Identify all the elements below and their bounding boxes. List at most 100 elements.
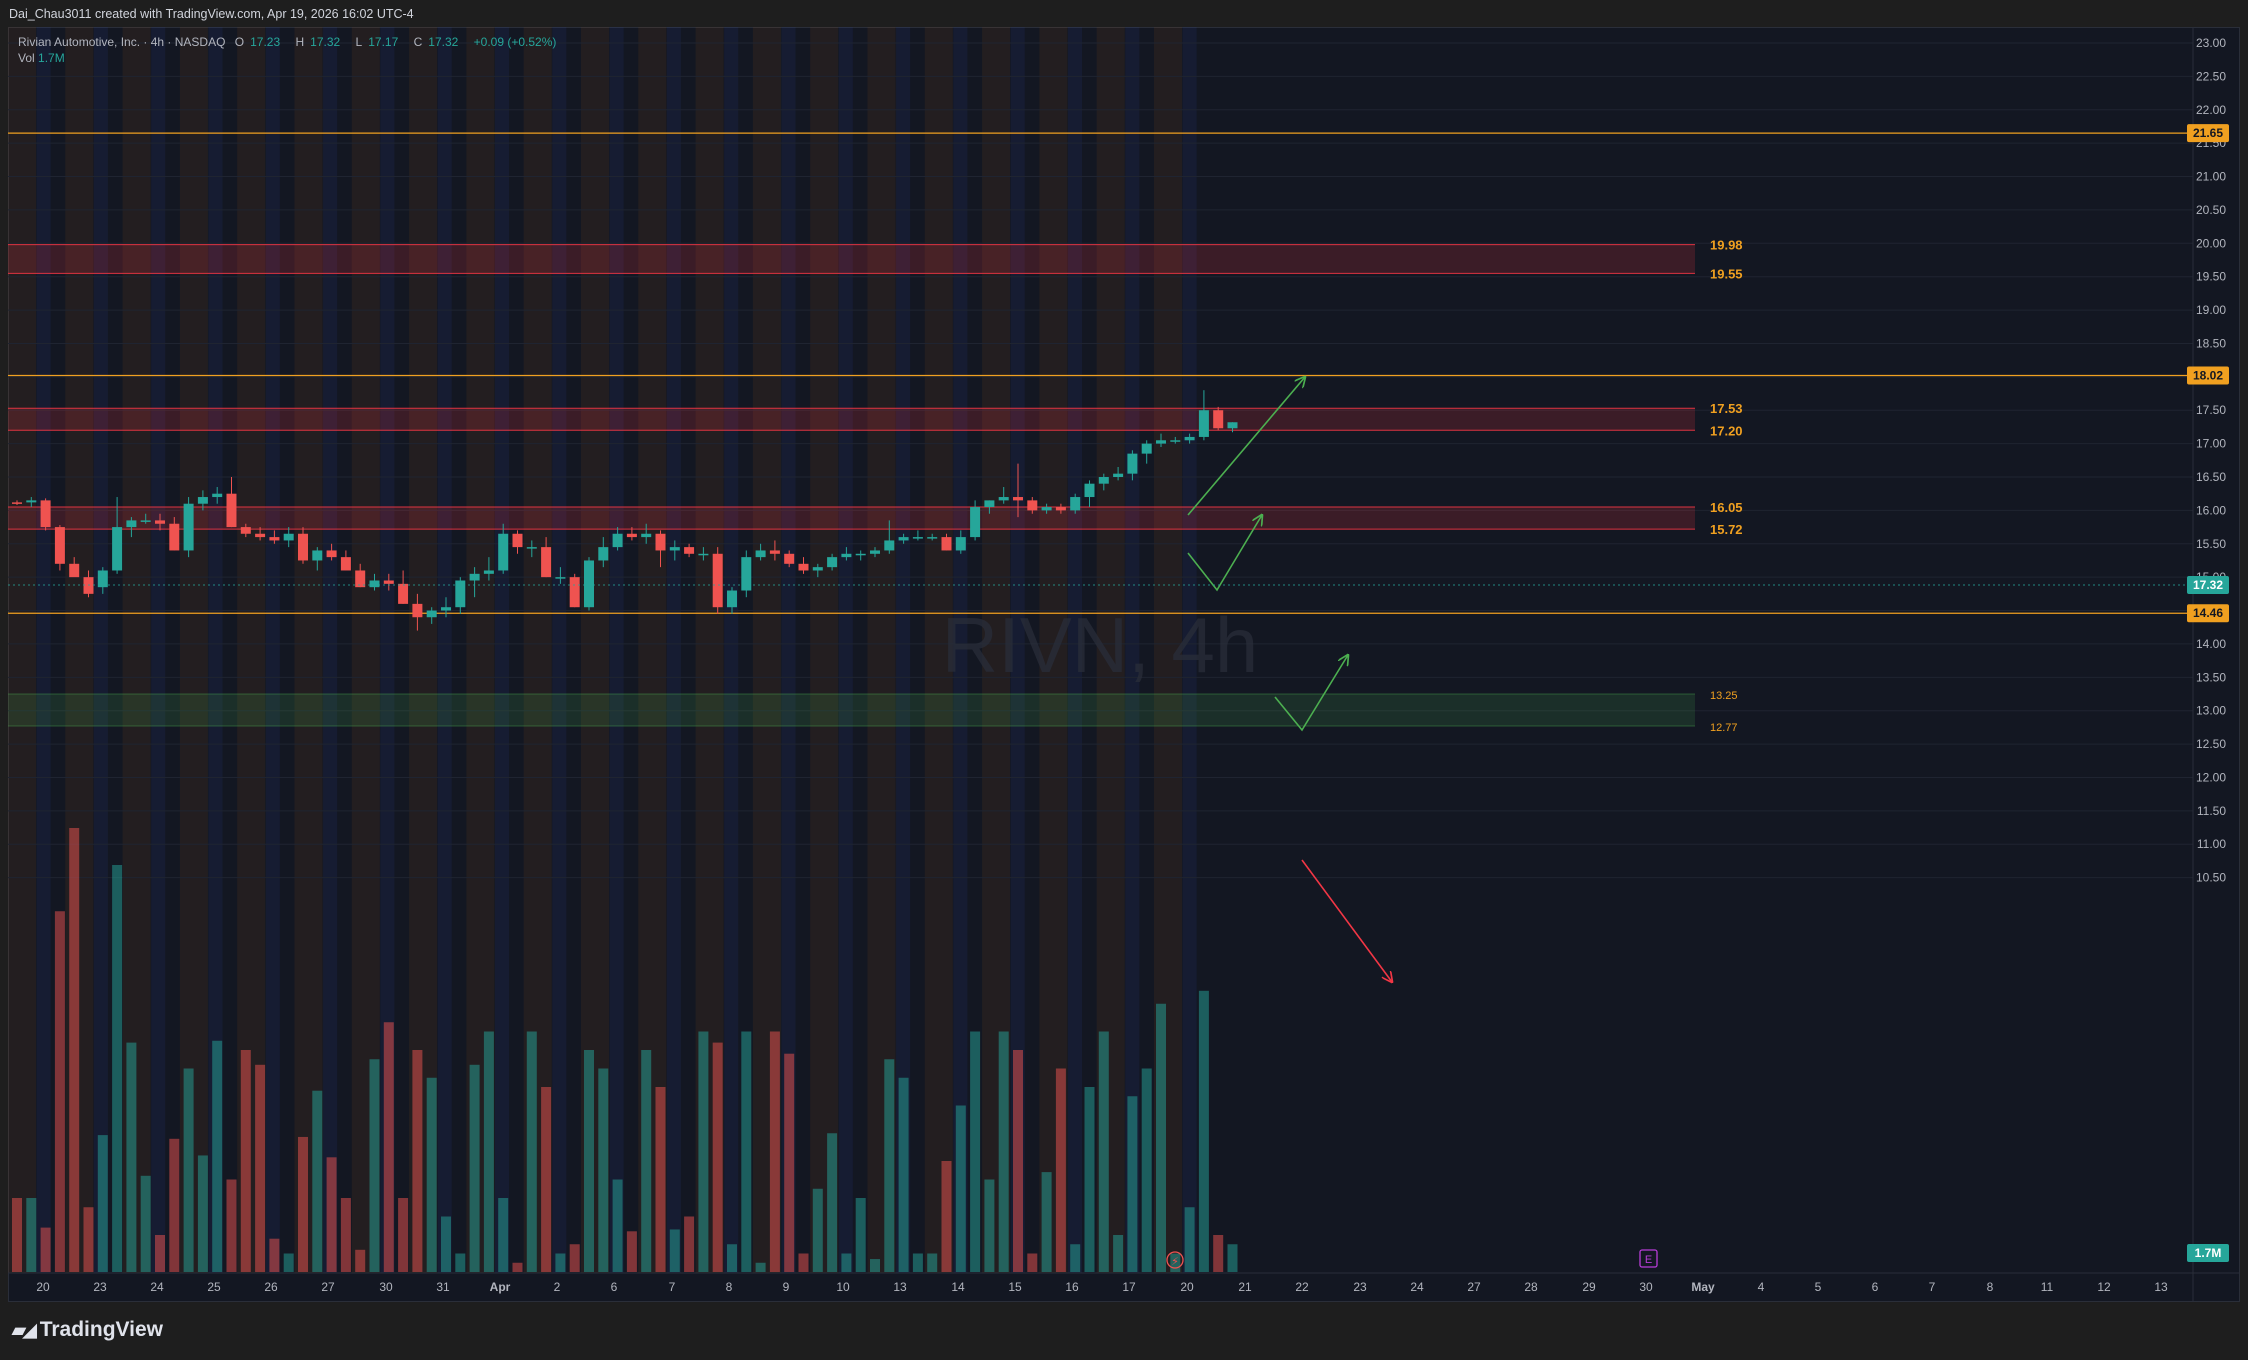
volume-bar	[1198, 990, 1209, 1272]
volume-bar	[97, 1135, 108, 1272]
price-tick-label: 10.50	[2196, 871, 2226, 885]
candle	[283, 527, 294, 548]
volume-bar	[255, 1064, 266, 1272]
candle	[326, 543, 337, 561]
time-tick-label: 8	[726, 1280, 733, 1294]
candle	[741, 550, 752, 598]
candle-body	[970, 507, 981, 538]
volume-bar	[140, 1175, 151, 1272]
candle-body	[870, 550, 880, 554]
candle	[1013, 463, 1023, 518]
candle-body	[1055, 507, 1066, 511]
tradingview-brand[interactable]: ▰◢ TradingView	[12, 1318, 163, 1342]
session-band-post	[1068, 27, 1082, 1273]
time-tick-label: 14	[951, 1280, 965, 1294]
volume-bar	[298, 1136, 308, 1272]
volume-bar	[69, 828, 80, 1272]
candle-body	[340, 557, 351, 571]
time-tick-label: 27	[1467, 1280, 1481, 1294]
time-tick-label: 20	[1180, 1280, 1194, 1294]
volume-bar	[1127, 1096, 1138, 1272]
price-tick-label: 20.00	[2196, 236, 2226, 250]
candle-body	[269, 537, 280, 541]
change-value: +0.09 (+0.52%)	[473, 35, 557, 49]
chart-frame[interactable]	[8, 27, 2240, 1302]
symbol-watermark: RIVN, 4h	[942, 601, 1258, 689]
time-tick-label: 30	[379, 1280, 393, 1294]
candle	[197, 490, 208, 511]
volume-bar	[898, 1077, 909, 1272]
candle-body	[998, 497, 1009, 501]
time-axis: 20 23 24 25 26 27 30 31 Apr 2 6 7 8 9 10 13 14 15 16 17 20 21…	[36, 1280, 2168, 1294]
volume-bar	[612, 1179, 623, 1272]
arrow-bounce-16-05	[1274, 655, 1348, 732]
price-tick-label: 14.00	[2196, 637, 2226, 651]
price-tick-label: 16.50	[2196, 470, 2226, 484]
candle-body	[812, 567, 823, 571]
time-tick-label: 16	[1065, 1280, 1079, 1294]
time-tick-label: 9	[783, 1280, 790, 1294]
volume-bar	[1170, 1253, 1181, 1272]
candle	[40, 498, 51, 531]
candle-body	[641, 533, 652, 538]
candle-body	[1184, 436, 1195, 441]
volume-bar	[226, 1179, 237, 1272]
session-band-post	[552, 27, 567, 1273]
volume-bar	[569, 1244, 580, 1272]
zone-resistance	[8, 408, 1695, 431]
dividend-lightning-icon[interactable]: ⚡	[1166, 1251, 1184, 1269]
candle-body	[541, 547, 552, 578]
candle-body	[383, 580, 394, 584]
candle	[226, 477, 237, 528]
zone-top-label: 13.25	[1710, 690, 1738, 702]
candle	[441, 597, 451, 618]
top-bar: Dai_Chau3011 created with TradingView.co…	[0, 0, 2248, 28]
price-tick-label: 19.50	[2196, 270, 2226, 284]
candle-body	[569, 577, 580, 608]
candle-body	[955, 537, 966, 551]
candle	[426, 607, 437, 624]
session-band-post	[36, 27, 51, 1273]
symbol-name[interactable]: Rivian Automotive, Inc. · 4h · NASDAQ	[18, 35, 226, 49]
zone-bottom-label: 17.20	[1710, 423, 1743, 438]
volume-bar	[169, 1138, 180, 1272]
time-tick-label: 6	[611, 1280, 618, 1294]
volume-bar	[212, 1040, 223, 1272]
volume-bar	[526, 1031, 537, 1272]
zone-support	[8, 694, 1695, 727]
volume-bar	[755, 1262, 766, 1272]
candles	[12, 390, 1238, 631]
candle	[827, 553, 838, 571]
projection-arrows	[1187, 377, 1392, 982]
price-tick-label: 11.00	[2197, 837, 2226, 851]
candle	[1027, 497, 1038, 514]
zone-resistance	[8, 507, 1695, 530]
candle	[1098, 473, 1109, 491]
candle-body	[1227, 422, 1238, 429]
candle-body	[1027, 500, 1038, 511]
time-tick-label: 24	[150, 1280, 164, 1294]
candle-body	[197, 497, 208, 504]
candle	[984, 500, 995, 514]
volume-bar	[798, 1253, 809, 1272]
session-band-post	[437, 27, 452, 1273]
session-band-post	[265, 27, 280, 1273]
session-band-post	[151, 27, 166, 1273]
candle	[641, 523, 652, 544]
earnings-icon[interactable]: E	[1639, 1249, 1658, 1268]
candle-body	[326, 550, 337, 558]
candle-body	[798, 563, 809, 571]
candle-body	[727, 590, 737, 608]
volume-bar	[155, 1235, 165, 1272]
candle	[483, 557, 494, 581]
low-label: L	[355, 35, 363, 49]
candle-body	[1070, 497, 1081, 511]
candle-body	[126, 520, 137, 528]
candle	[698, 547, 709, 561]
level-badge-bg	[2187, 124, 2229, 143]
candle-body	[69, 563, 80, 578]
volume-bar	[984, 1179, 995, 1272]
volume-bar	[283, 1253, 294, 1272]
volume-bar	[455, 1253, 466, 1272]
